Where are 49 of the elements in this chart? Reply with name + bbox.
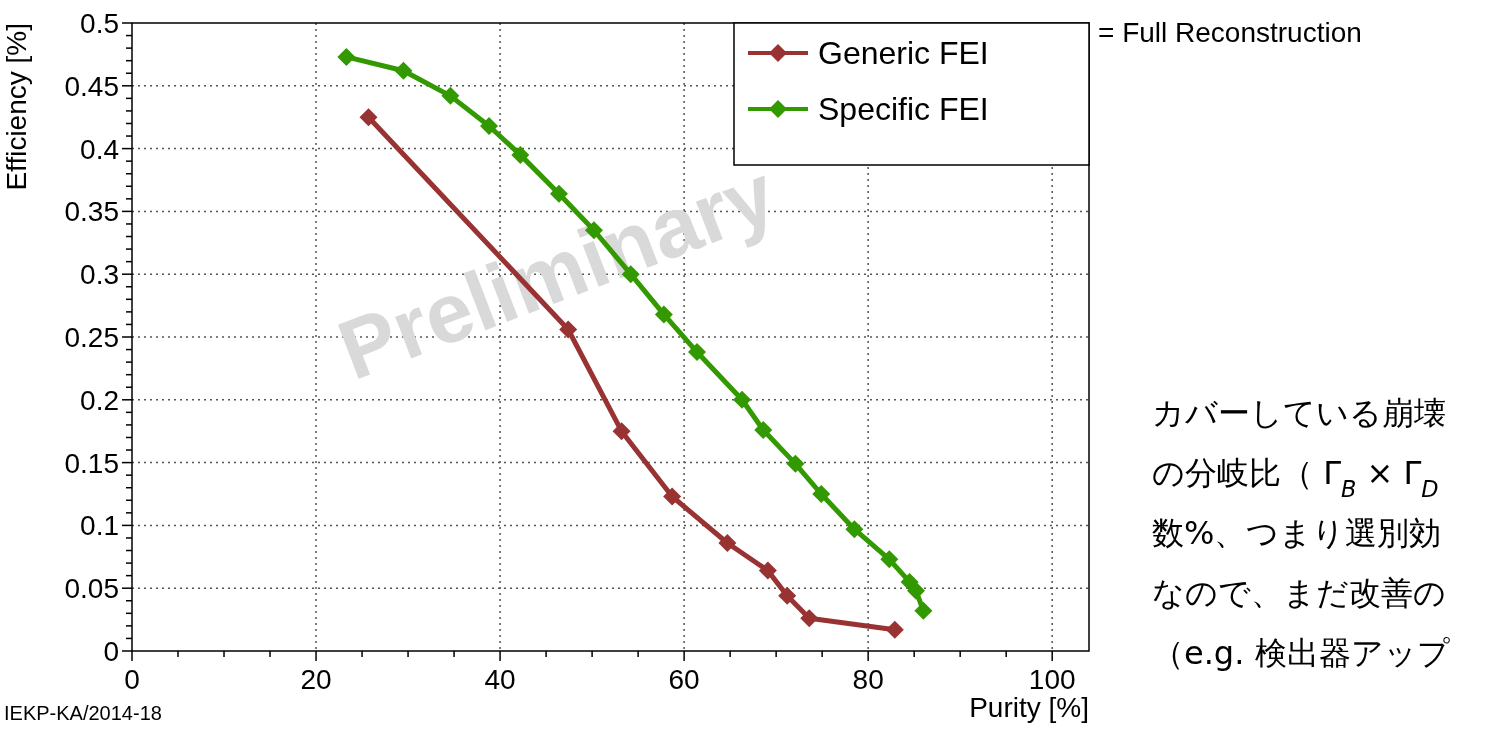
x-tick-label: 40 xyxy=(484,663,516,695)
y-axis-title: Efficiency [%] xyxy=(1,23,32,191)
x-axis-title: Purity [%] xyxy=(969,692,1089,723)
point xyxy=(394,61,413,80)
y-tick-label: 0.1 xyxy=(80,509,119,541)
y-tick-label: 0.25 xyxy=(64,321,119,353)
point xyxy=(812,485,831,503)
legend-label: Specific FEI xyxy=(818,91,989,127)
point xyxy=(663,487,682,506)
text: の分岐比（ Γ$_{B}$ × Γ$_{D}$ xyxy=(1152,454,1439,502)
point xyxy=(907,581,925,600)
point xyxy=(786,454,805,473)
y-tick-label: 0.05 xyxy=(64,572,119,604)
legend-label: Generic FEI xyxy=(818,35,989,71)
point xyxy=(885,620,904,639)
text: なので、まだ改善の xyxy=(1152,574,1446,612)
point xyxy=(441,86,460,105)
y-tick-label: 0.4 xyxy=(80,133,119,165)
point xyxy=(480,116,499,135)
y-tick-label: 0.3 xyxy=(80,258,119,290)
point xyxy=(845,520,864,539)
x-tick-label: 0 xyxy=(124,663,140,695)
point xyxy=(800,609,819,628)
y-tick-label: 0.2 xyxy=(80,384,119,416)
x-tick-label: 100 xyxy=(1028,663,1076,695)
text: IEKP-KA/2014-18 xyxy=(4,702,162,724)
y-tick-label: 0.15 xyxy=(64,447,119,479)
x-tick-label: 20 xyxy=(300,663,332,695)
y-tick-label: 0.5 xyxy=(80,7,119,39)
y-tick-label: 0.35 xyxy=(64,195,119,227)
text: = Full Reconstruction xyxy=(1098,17,1362,48)
y-tick-label: 0 xyxy=(103,635,119,667)
point xyxy=(778,586,797,605)
y-tick-label: 0.45 xyxy=(64,70,119,102)
point xyxy=(758,561,777,580)
x-tick-label: 80 xyxy=(852,663,884,695)
point xyxy=(914,601,933,620)
point xyxy=(754,420,773,439)
point xyxy=(337,47,356,66)
point xyxy=(511,145,530,164)
point xyxy=(880,550,899,569)
text: （e.g. 検出器アップ xyxy=(1152,634,1450,672)
point xyxy=(718,533,737,552)
point xyxy=(359,108,378,127)
text: カバーしている崩壊 xyxy=(1152,394,1446,432)
point xyxy=(612,422,631,441)
text: 数%、つまり選別効 xyxy=(1152,514,1442,552)
point xyxy=(733,390,752,409)
x-tick-label: 60 xyxy=(668,663,700,695)
